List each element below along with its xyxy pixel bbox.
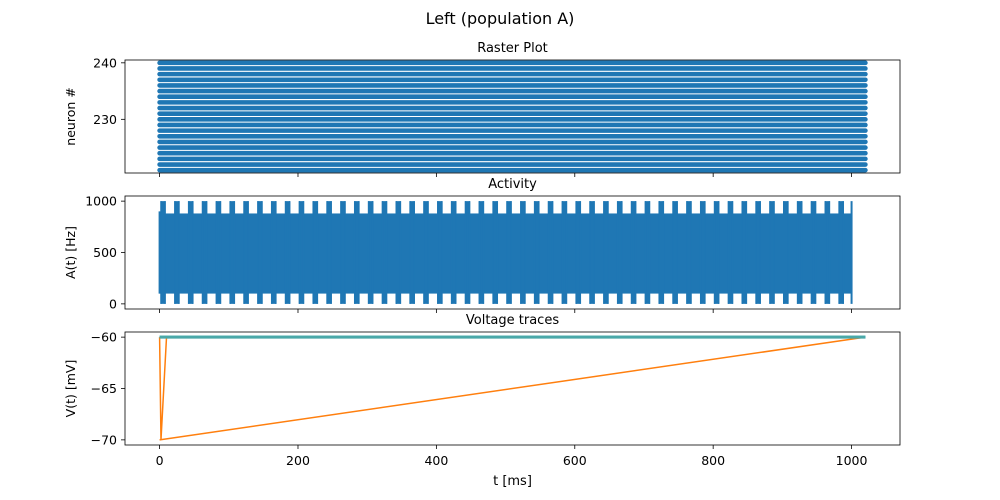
y-tick-label: −60	[91, 330, 117, 345]
activity-burst	[700, 201, 706, 304]
activity-burst	[783, 201, 789, 304]
activity-burst	[492, 201, 498, 304]
activity-burst	[423, 201, 429, 304]
y-tick-label: 240	[93, 55, 117, 70]
activity-burst	[257, 201, 263, 304]
plot-area	[158, 335, 866, 441]
y-axis-label: V(t) [mV]	[63, 360, 78, 418]
activity-burst	[658, 201, 664, 304]
activity-burst	[299, 201, 304, 304]
activity-burst	[202, 201, 207, 304]
activity-burst	[520, 201, 526, 304]
x-tick-label: 800	[701, 453, 725, 468]
panel-2: Activity 0 500 1000 A(t) [Hz]	[63, 177, 901, 313]
x-tick-label: 1000	[836, 453, 868, 468]
activity-burst	[451, 201, 457, 304]
voltage-trace-2	[159, 336, 866, 441]
activity-burst	[285, 201, 291, 304]
activity-burst	[769, 201, 775, 304]
y-tick-label: −70	[91, 432, 117, 447]
activity-burst	[243, 201, 249, 304]
activity-burst	[838, 201, 844, 304]
y-tick-label: 0	[109, 296, 117, 311]
plot-area	[158, 201, 853, 304]
activity-burst	[174, 201, 180, 304]
activity-burst	[465, 201, 470, 304]
activity-burst	[548, 201, 553, 304]
activity-burst	[714, 201, 720, 304]
panel-title: Activity	[488, 177, 537, 192]
activity-line	[160, 201, 845, 304]
activity-burst	[409, 201, 415, 304]
y-axis-label: neuron #	[63, 87, 78, 145]
activity-burst	[354, 201, 360, 304]
activity-burst	[188, 201, 194, 304]
activity-burst	[824, 201, 830, 304]
plot-area	[157, 60, 868, 173]
y-tick-label: 230	[93, 112, 117, 127]
activity-burst	[811, 201, 816, 304]
y-axis-label: A(t) [Hz]	[63, 226, 78, 279]
activity-burst	[368, 201, 374, 304]
activity-burst	[617, 201, 623, 304]
axes-frame	[124, 59, 901, 174]
panel-3: Voltage traces −60 −65 −70 0 200 400 600 800 1000…	[63, 313, 901, 489]
panel-title: Voltage traces	[466, 313, 559, 328]
activity-burst	[561, 201, 567, 304]
activity-burst	[506, 201, 512, 304]
panel-title: Raster Plot	[477, 41, 548, 56]
activity-burst	[741, 201, 747, 304]
activity-fill	[159, 213, 852, 294]
activity-burst	[728, 201, 733, 304]
x-tick-label: 600	[563, 453, 587, 468]
x-tick-label: 400	[424, 453, 448, 468]
activity-burst	[755, 201, 761, 304]
activity-burst	[437, 201, 443, 304]
activity-burst	[645, 201, 650, 304]
activity-burst	[382, 201, 387, 304]
activity-burst	[603, 201, 609, 304]
activity-burst	[395, 201, 401, 304]
y-tick-label: 1000	[85, 194, 117, 209]
activity-burst	[589, 201, 595, 304]
activity-burst	[326, 201, 332, 304]
activity-burst	[672, 201, 678, 304]
activity-burst	[160, 201, 166, 304]
x-tick-label: 0	[156, 453, 164, 468]
activity-burst	[478, 201, 484, 304]
activity-burst	[229, 201, 235, 304]
activity-burst	[534, 201, 540, 304]
panel-1: Raster Plot 230 240 neuron #	[63, 41, 901, 177]
x-axis-label: t [ms]	[493, 474, 532, 489]
activity-burst	[340, 201, 346, 304]
activity-burst	[631, 201, 637, 304]
activity-burst	[686, 201, 692, 304]
y-tick-label: −65	[91, 381, 117, 396]
figure-suptitle: Left (population A)	[426, 9, 575, 28]
activity-burst	[312, 201, 318, 304]
activity-burst	[215, 201, 221, 304]
activity-burst	[797, 201, 803, 304]
activity-burst	[271, 201, 277, 304]
x-tick-label: 200	[286, 453, 310, 468]
y-tick-label: 500	[93, 245, 117, 260]
activity-burst	[575, 201, 581, 304]
